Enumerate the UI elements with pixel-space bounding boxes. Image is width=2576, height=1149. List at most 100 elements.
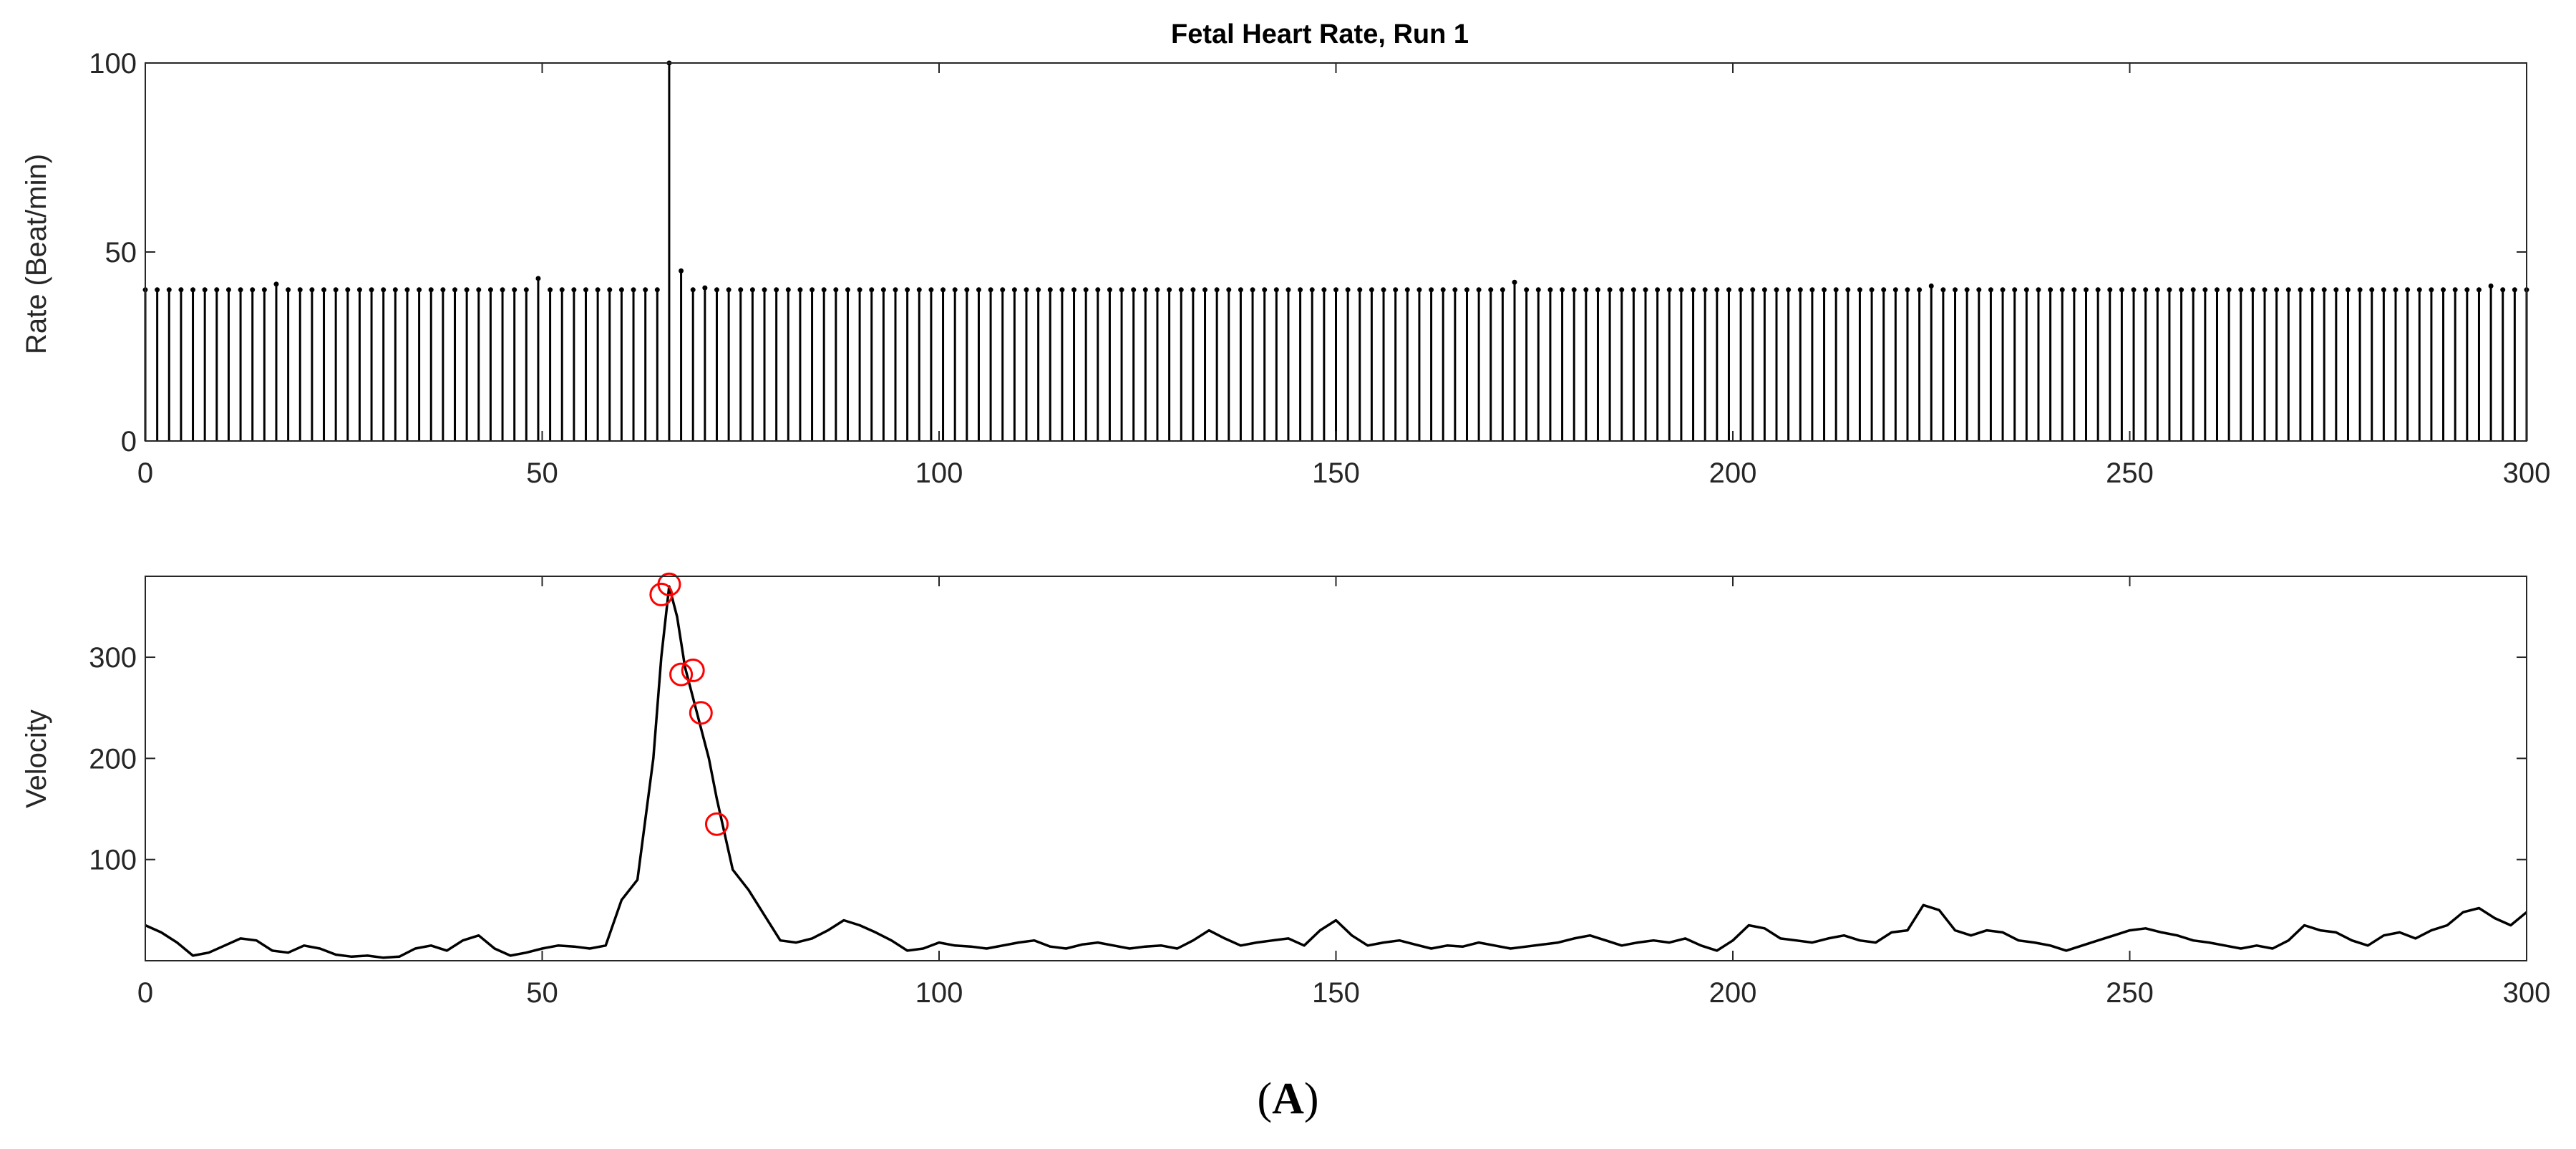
rate-stem-marker [2488, 283, 2494, 289]
rate-stem-marker [1393, 287, 1399, 293]
rate-stem-marker [1595, 287, 1600, 293]
rate-stem-marker [1857, 287, 1862, 293]
rate-y-tick-label: 100 [89, 48, 137, 79]
rate-stem-marker [321, 287, 327, 293]
rate-stem-marker [964, 287, 970, 293]
rate-stem-marker [1178, 287, 1184, 293]
rate-stem-marker [654, 287, 660, 293]
rate-stem-marker [166, 287, 172, 293]
rate-x-tick-label: 0 [137, 457, 153, 489]
rate-stem-marker [1024, 287, 1029, 293]
velocity-x-tick-label: 300 [2503, 977, 2551, 1009]
rate-stem-marker [952, 287, 958, 293]
rate-stem-marker [1655, 287, 1661, 293]
rate-stem-marker [1822, 287, 1827, 293]
rate-stem-marker [2452, 287, 2458, 293]
rate-stem-marker [1869, 287, 1875, 293]
velocity-x-tick-label: 0 [137, 977, 153, 1009]
rate-stem-marker [1416, 287, 1422, 293]
rate-stem-marker [571, 287, 577, 293]
rate-stem-marker [595, 287, 601, 293]
rate-stem-marker [1273, 287, 1279, 293]
rate-stem-marker [1071, 287, 1077, 293]
rate-y-tick-label: 0 [121, 426, 137, 457]
rate-stem-marker [1928, 283, 1934, 289]
rate-stem-marker [1107, 287, 1112, 293]
rate-stem-marker [1714, 287, 1720, 293]
rate-stem-marker [1226, 287, 1232, 293]
rate-stem-marker [1369, 287, 1374, 293]
rate-stem-marker [857, 287, 862, 293]
rate-stem-marker [559, 287, 565, 293]
rate-stem-marker [1214, 287, 1220, 293]
rate-stem-marker [1321, 287, 1327, 293]
rate-stem-marker [2441, 287, 2446, 293]
rate-stem-marker [2000, 287, 2006, 293]
rate-stem-marker [2512, 287, 2517, 293]
rate-stem-marker [1381, 287, 1386, 293]
rate-stem-marker [1535, 287, 1541, 293]
rate-stem-marker [1738, 287, 1744, 293]
rate-stem-marker [2012, 287, 2018, 293]
rate-stem-marker [1047, 287, 1053, 293]
rate-stem-marker [333, 287, 339, 293]
rate-stem-marker [2084, 287, 2089, 293]
rate-stem-marker [1167, 287, 1172, 293]
rate-stem-marker [2131, 287, 2137, 293]
rate-stem-marker [762, 287, 767, 293]
rate-stem-marker [1678, 287, 1684, 293]
rate-stem-marker [631, 287, 636, 293]
rate-stem-marker [1131, 287, 1137, 293]
rate-stem-marker [1560, 287, 1565, 293]
rate-stem-marker [500, 287, 505, 293]
rate-stem-marker [1309, 287, 1315, 293]
velocity-peak-markers [649, 572, 729, 836]
rate-x-tick-label: 250 [2106, 457, 2154, 489]
rate-stem-marker [1333, 287, 1338, 293]
rate-stem-marker [1345, 287, 1351, 293]
rate-stem-marker [928, 287, 934, 293]
rate-x-tick-label: 200 [1709, 457, 1757, 489]
rate-stem-marker [988, 287, 993, 293]
rate-stem-marker [2333, 287, 2339, 293]
rate-stem-marker [2298, 287, 2303, 293]
rate-stem-marker [785, 287, 791, 293]
rate-stem-marker [2167, 287, 2172, 293]
rate-stem-marker [392, 287, 398, 293]
rate-stem-marker [1000, 287, 1006, 293]
rate-stem-marker [2202, 287, 2208, 293]
caption-open-paren: ( [1257, 1075, 1273, 1123]
velocity-line [145, 585, 2528, 959]
rate-stem-marker [155, 287, 160, 293]
rate-stem-marker [190, 287, 196, 293]
rate-stem-marker [2036, 287, 2041, 293]
rate-stem-marker [214, 287, 220, 293]
rate-stem-marker [1761, 287, 1767, 293]
rate-stem-marker [1524, 287, 1530, 293]
rate-stem-marker [2357, 287, 2363, 293]
rate-stem-marker [1833, 287, 1839, 293]
rate-y-tick-label: 50 [105, 237, 137, 268]
rate-stem-marker [1691, 287, 1696, 293]
rate-stem-marker [487, 287, 493, 293]
rate-x-tick-label: 300 [2503, 457, 2551, 489]
rate-chart-title: Fetal Heart Rate, Run 1 [1171, 19, 1469, 49]
rate-stem-marker [1404, 287, 1410, 293]
rate-stem-marker [1917, 287, 1923, 293]
velocity-y-tick-label: 300 [89, 642, 137, 674]
rate-stem-marker [1190, 287, 1196, 293]
rate-stem-marker [1440, 287, 1446, 293]
rate-stem-marker [440, 287, 446, 293]
rate-stem-marker [1036, 287, 1041, 293]
rate-stem-marker [1500, 287, 1505, 293]
rate-axes: 0 50 100 150 200 250 300 0 50 100 [89, 48, 2550, 489]
rate-stem-marker [2476, 287, 2482, 293]
rate-stem-marker [1476, 287, 1482, 293]
rate-stem-marker [1809, 287, 1815, 293]
rate-stem-marker [1429, 287, 1434, 293]
rate-stem-marker [2250, 287, 2255, 293]
rate-stem-marker [1011, 287, 1017, 293]
rate-stem-marker [2190, 287, 2196, 293]
rate-stem-marker [178, 287, 184, 293]
rate-stem-marker [583, 287, 588, 293]
